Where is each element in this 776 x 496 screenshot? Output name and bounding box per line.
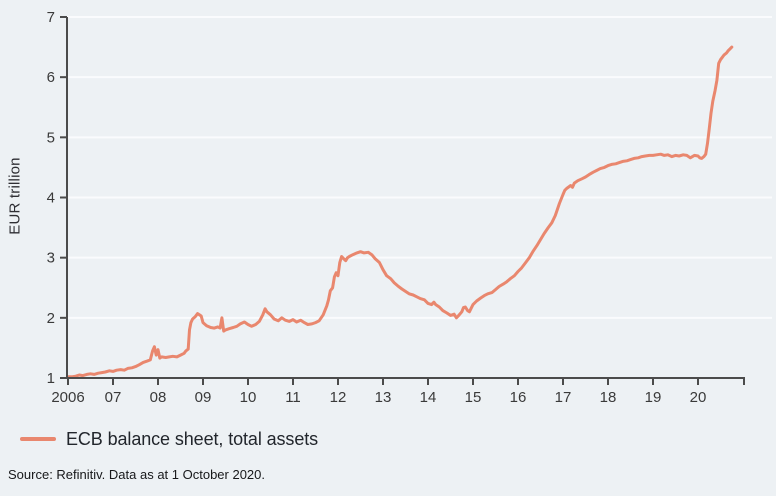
x-tick-label: 14 — [420, 389, 437, 406]
x-tick-label: 07 — [105, 389, 122, 406]
x-tick-label: 11 — [285, 389, 301, 406]
x-tick-label: 15 — [465, 389, 482, 406]
x-tick-label: 19 — [645, 389, 662, 406]
legend-line-swatch — [20, 437, 56, 441]
y-tick-label: 3 — [47, 250, 55, 267]
data-line — [66, 45, 734, 379]
legend: ECB balance sheet, total assets — [20, 427, 776, 451]
y-tick-label: 7 — [47, 9, 55, 26]
x-tick-label: 17 — [555, 389, 572, 406]
x-tick-label: 18 — [600, 389, 617, 406]
x-tick-label: 12 — [330, 389, 347, 406]
x-tick-label: 2006 — [51, 389, 84, 406]
x-tick-label: 10 — [240, 389, 257, 406]
source-note: Source: Refinitiv. Data as at 1 October … — [8, 467, 266, 482]
y-axis-title: EUR trillion — [6, 157, 24, 235]
y-tick-label: 2 — [47, 310, 55, 327]
y-tick-label: 6 — [47, 69, 55, 86]
x-tick-label: 13 — [375, 389, 392, 406]
legend-label: ECB balance sheet, total assets — [66, 428, 319, 449]
y-tick-label: 5 — [47, 129, 55, 146]
x-tick-label: 09 — [195, 389, 212, 406]
x-tick-label: 20 — [690, 389, 707, 406]
x-tick-label: 16 — [510, 389, 527, 406]
y-tick-label: 4 — [47, 190, 55, 207]
x-tick-label: 08 — [150, 389, 167, 406]
chart-area: 1 2 3 4 5 6 7 2006 07 08 09 10 11 12 13 14 15 16 17 18 19 20 … — [6, 9, 772, 406]
y-tick-label: 1 — [47, 370, 55, 387]
